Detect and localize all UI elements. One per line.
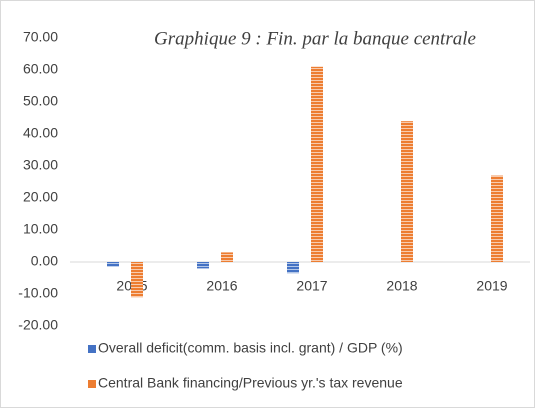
bar <box>491 175 503 262</box>
y-tick-label: -20.00 <box>18 317 58 333</box>
x-tick-label: 2016 <box>206 278 237 294</box>
chart-title: Graphique 9 : Fin. par la banque central… <box>154 28 476 49</box>
bar <box>107 262 119 267</box>
bar <box>311 66 323 262</box>
y-tick-label: 70.00 <box>23 29 58 45</box>
legend-swatch <box>88 380 96 388</box>
y-tick-label: -10.00 <box>18 285 58 301</box>
x-tick-label: 2017 <box>296 278 327 294</box>
y-tick-label: 20.00 <box>23 189 58 205</box>
legend-label: Overall deficit(comm. basis incl. grant)… <box>98 340 403 356</box>
x-tick-label: 2018 <box>386 278 417 294</box>
y-tick-label: 40.00 <box>23 125 58 141</box>
y-tick-label: 60.00 <box>23 61 58 77</box>
bar <box>131 262 143 298</box>
bar <box>401 121 413 262</box>
y-tick-label: 10.00 <box>23 221 58 237</box>
legend-label: Central Bank financing/Previous yr.'s ta… <box>98 375 403 391</box>
y-tick-label: 0.00 <box>31 253 58 269</box>
legend-swatch <box>88 345 96 353</box>
y-tick-label: 30.00 <box>23 157 58 173</box>
bar <box>197 262 209 269</box>
x-tick-label: 2019 <box>476 278 507 294</box>
bar <box>221 252 233 262</box>
bar <box>287 262 299 274</box>
y-tick-label: 50.00 <box>23 93 58 109</box>
